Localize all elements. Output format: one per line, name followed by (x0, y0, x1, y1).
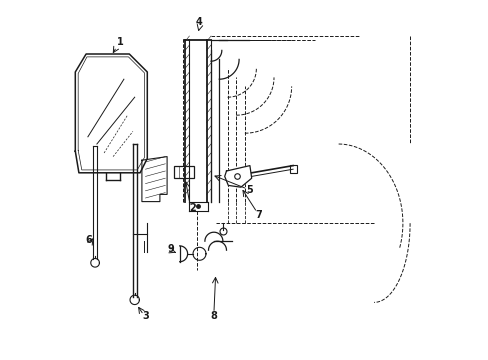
Text: 9: 9 (167, 244, 174, 254)
Text: 2: 2 (188, 203, 195, 213)
Text: 4: 4 (196, 17, 203, 27)
Text: 3: 3 (142, 311, 148, 321)
Bar (174, 166, 194, 178)
Text: 7: 7 (255, 210, 262, 220)
Text: 5: 5 (246, 185, 253, 195)
Text: 1: 1 (117, 37, 123, 47)
Polygon shape (224, 166, 251, 187)
Text: 6: 6 (85, 235, 92, 245)
Text: 8: 8 (210, 311, 217, 321)
Bar (289, 165, 296, 173)
